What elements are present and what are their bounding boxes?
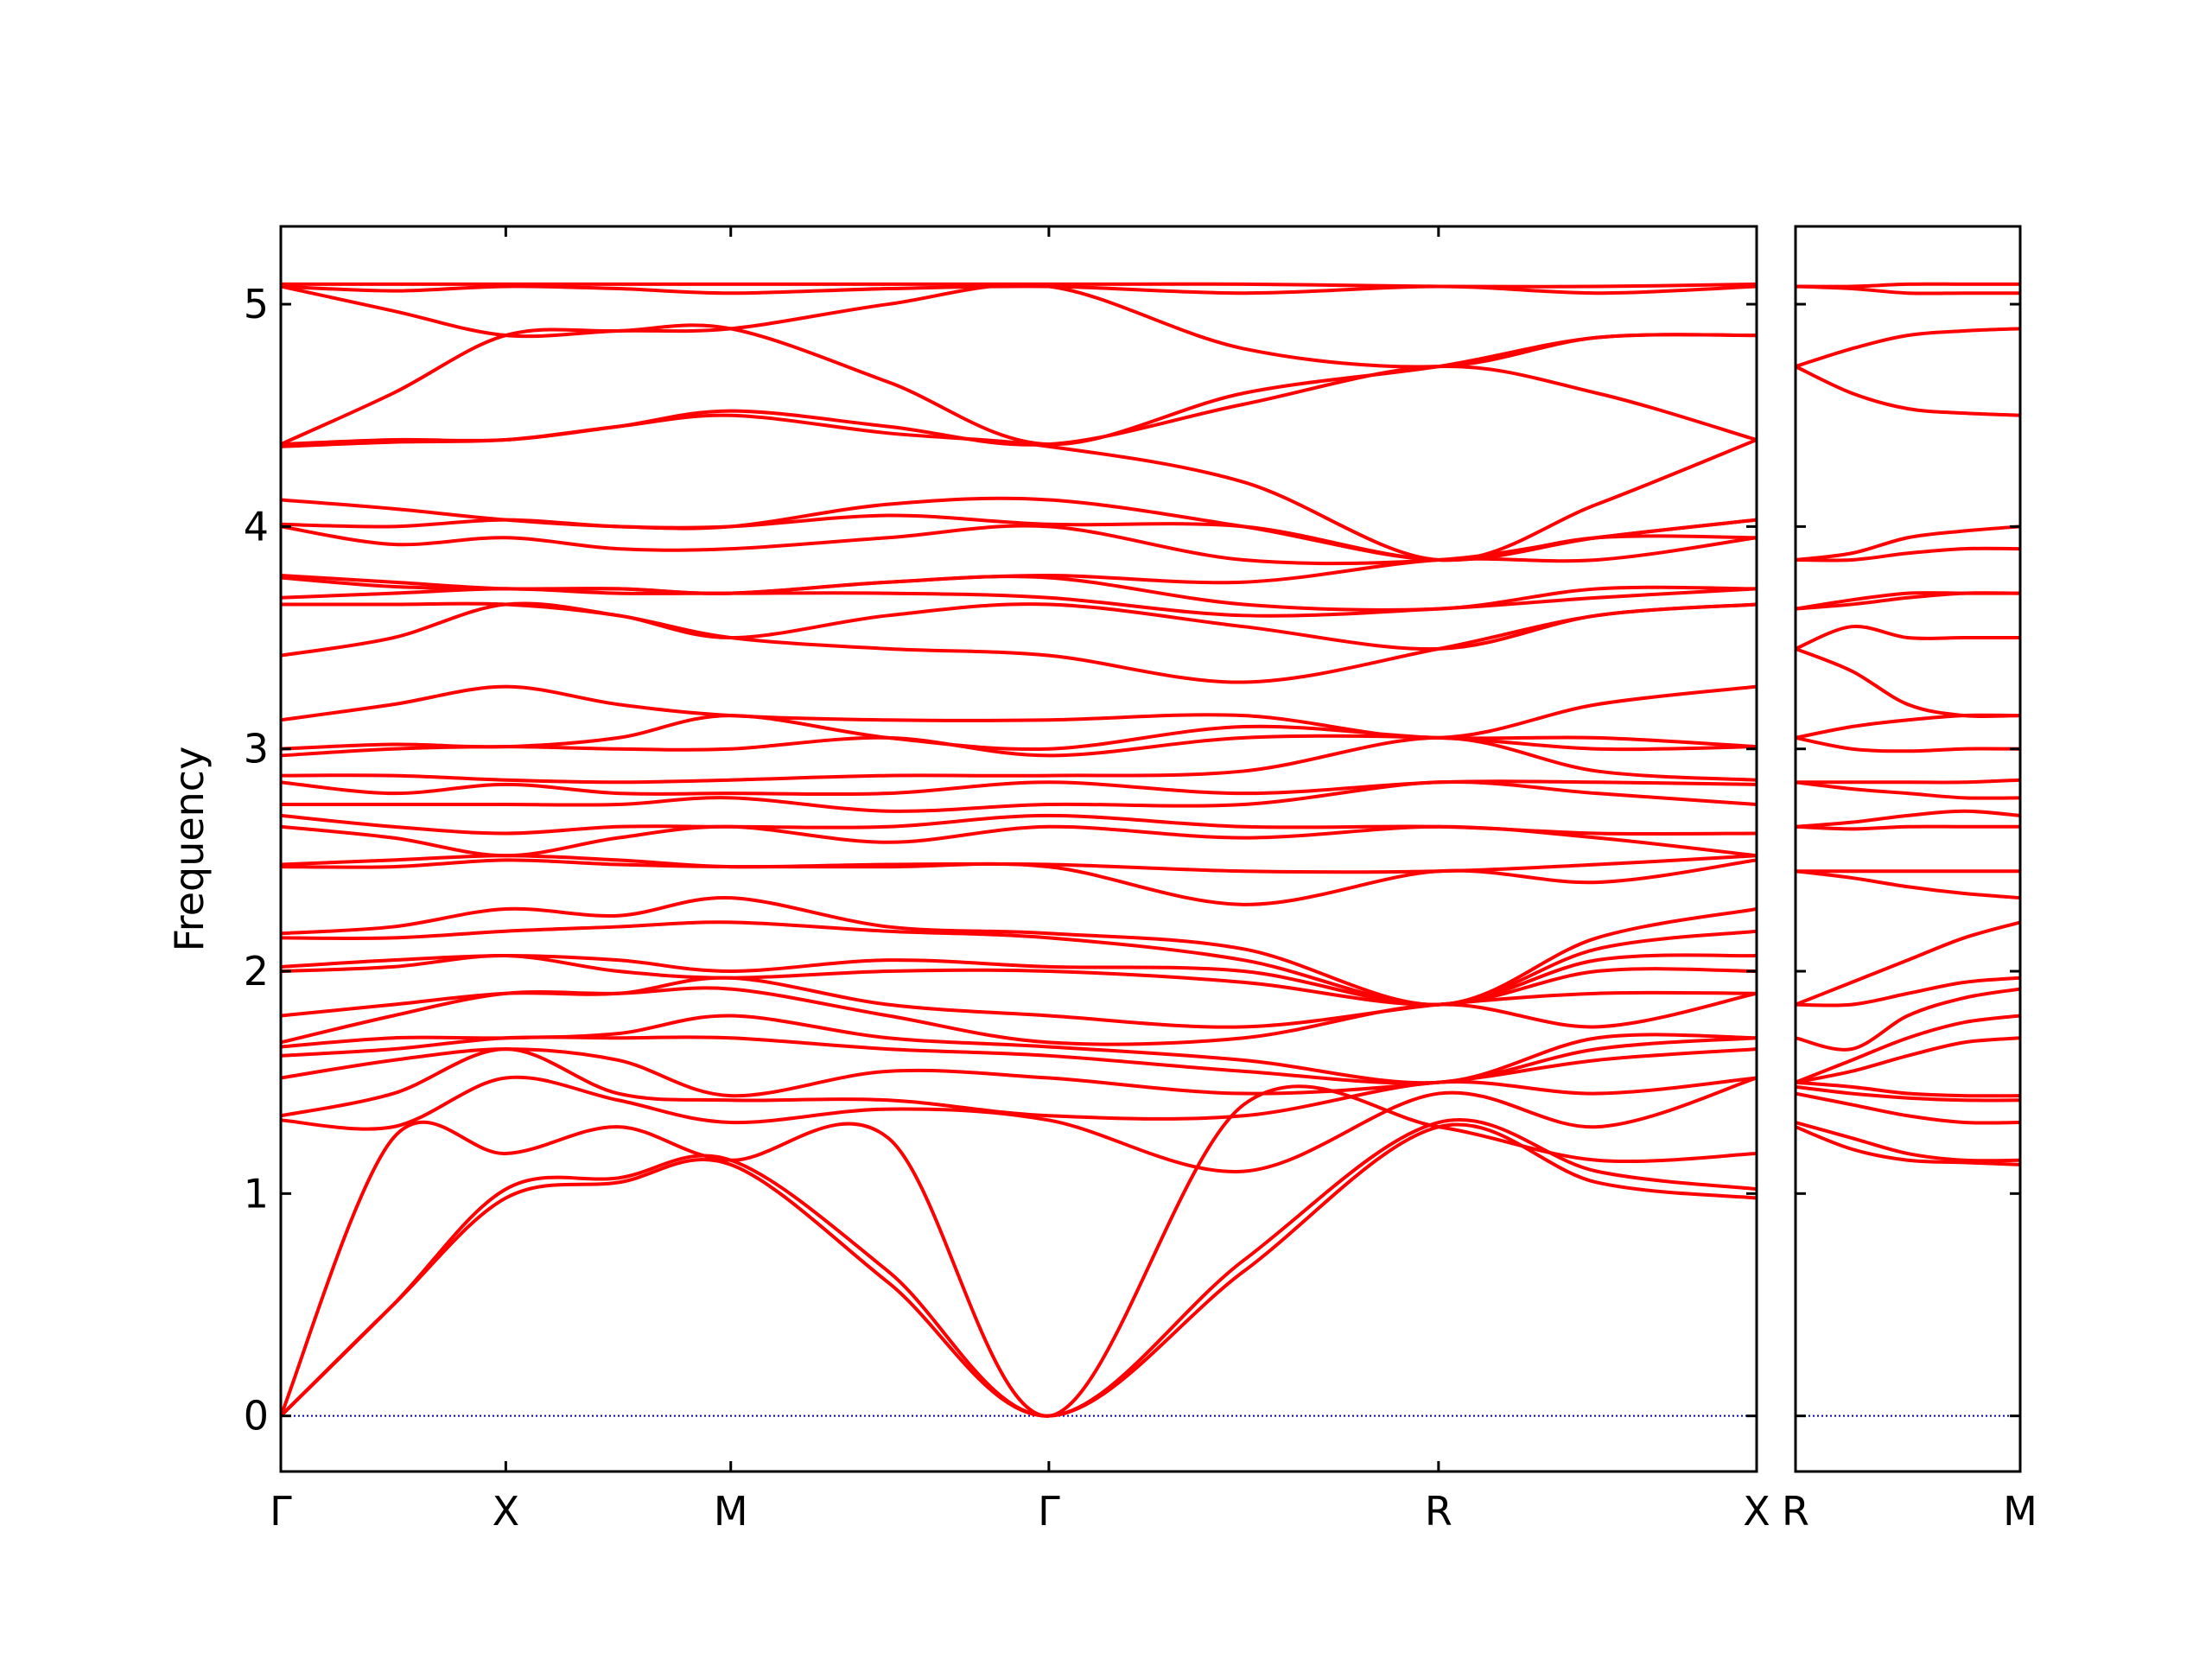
y-tick-label: 0: [244, 1393, 269, 1440]
x-tick-label: X: [1743, 1488, 1770, 1535]
band-line: [1796, 778, 2020, 785]
band-line: [1796, 1121, 2020, 1163]
x-tick-label: R: [1782, 1488, 1809, 1535]
band-line: [281, 813, 1757, 836]
band-line: [281, 284, 1757, 296]
band-line: [1796, 1125, 2020, 1166]
band-line: [1796, 624, 2020, 651]
band-line: [1796, 869, 2020, 900]
band-line: [281, 779, 1757, 797]
band-line: [281, 735, 1757, 785]
band-line: [1796, 987, 2020, 1052]
x-tick-label: Γ: [270, 1488, 292, 1535]
y-tick-label: 5: [244, 281, 269, 327]
band-line: [1796, 976, 2020, 1007]
band-line: [281, 953, 1757, 1007]
band-line: [1796, 1036, 2020, 1084]
band-line: [1796, 920, 2020, 1007]
band-line: [281, 283, 1757, 369]
band-line: [281, 496, 1757, 563]
band-line: [1796, 809, 2020, 829]
band-line: [281, 896, 1757, 1007]
band-line: [1796, 1091, 2020, 1125]
band-line: [1796, 1080, 2020, 1098]
band-line: [1796, 824, 2020, 831]
band-line: [281, 323, 1757, 447]
x-tick-label: Γ: [1038, 1488, 1060, 1535]
band-line: [281, 536, 1757, 595]
band-line: [281, 587, 1757, 618]
y-tick-label: 4: [244, 503, 269, 550]
band-line: [281, 976, 1757, 1029]
band-line: [281, 780, 1757, 813]
band-line: [1796, 591, 2020, 611]
y-tick-label: 1: [244, 1170, 269, 1217]
band-line: [281, 1014, 1757, 1085]
band-line: [281, 1075, 1757, 1173]
band-line: [281, 1118, 1757, 1418]
band-line: [1796, 591, 2020, 611]
band-line: [281, 518, 1757, 566]
band-line: [281, 601, 1757, 652]
band-line: [281, 1122, 1757, 1418]
band-line: [281, 714, 1757, 752]
band-line: [281, 282, 1757, 289]
x-tick-label: X: [493, 1488, 520, 1535]
band-line: [281, 854, 1757, 874]
band-line: [1796, 327, 2020, 369]
band-line: [281, 364, 1757, 447]
band-line: [281, 684, 1757, 740]
y-tick-label: 3: [244, 726, 269, 772]
band-line: [281, 1047, 1757, 1121]
x-tick-label: R: [1425, 1488, 1452, 1535]
band-line: [281, 1047, 1757, 1098]
y-tick-label: 2: [244, 948, 269, 995]
band-line: [1796, 546, 2020, 563]
x-tick-label: M: [2003, 1488, 2037, 1535]
band-line: [281, 1084, 1757, 1418]
band-line: [281, 601, 1757, 684]
plot-frame: [279, 225, 1758, 1473]
band-line: [281, 920, 1757, 1007]
band-line: [1796, 647, 2020, 719]
band-line: [1796, 1014, 2020, 1084]
x-tick-label: M: [714, 1488, 748, 1535]
y-axis-label: Frequency: [166, 747, 213, 952]
band-line: [1796, 713, 2020, 740]
band-line: [1796, 1084, 2020, 1103]
band-line: [1796, 282, 2020, 289]
band-line: [1796, 780, 2020, 800]
band-line: [1796, 735, 2020, 753]
plot-frame: [1794, 225, 2022, 1473]
band-line: [1796, 365, 2020, 417]
band-line: [1796, 524, 2020, 562]
